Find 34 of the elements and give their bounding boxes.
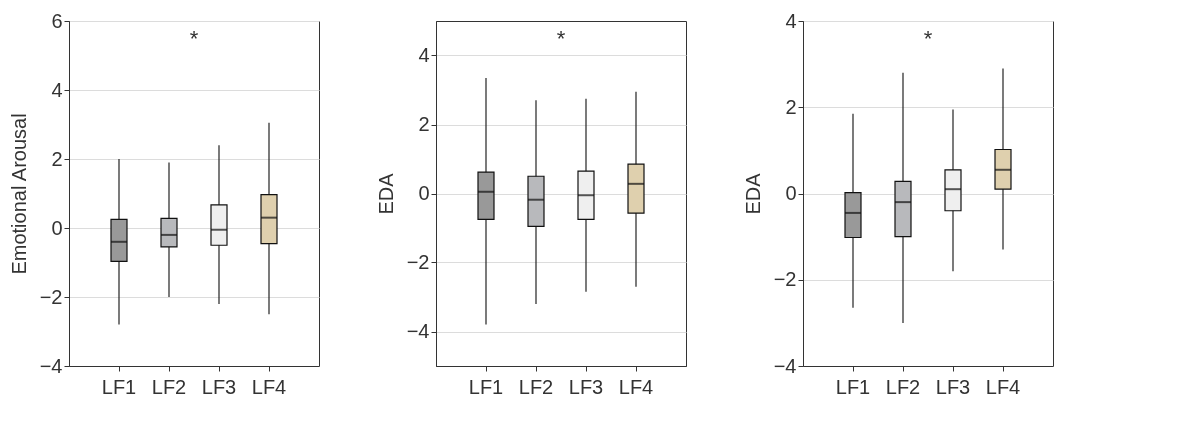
x-tick-label: LF1 bbox=[101, 375, 137, 398]
y-tick-label: −2 bbox=[773, 268, 797, 291]
y-axis-title: EDA bbox=[374, 172, 397, 215]
annotation: * bbox=[189, 26, 199, 51]
x-tick-label: LF1 bbox=[835, 375, 871, 398]
y-tick-label: −4 bbox=[773, 354, 797, 377]
annotation: * bbox=[556, 26, 566, 51]
x-tick-label: LF2 bbox=[518, 375, 554, 398]
y-tick-label: 6 bbox=[51, 9, 63, 32]
x-tick-label: LF3 bbox=[568, 375, 604, 398]
y-tick-label: 2 bbox=[785, 95, 797, 118]
y-axis-title: Emotional Arousal bbox=[7, 113, 30, 275]
x-tick-label: LF1 bbox=[468, 375, 504, 398]
y-tick-label: 0 bbox=[51, 216, 63, 239]
y-tick-label: 2 bbox=[418, 113, 430, 135]
y-tick-label: −2 bbox=[39, 285, 63, 308]
x-tick-label: LF2 bbox=[885, 375, 921, 398]
x-tick-label: LF4 bbox=[985, 375, 1021, 398]
y-tick-label: 2 bbox=[51, 147, 63, 170]
x-tick-label: LF3 bbox=[201, 375, 237, 398]
annotation: * bbox=[923, 26, 933, 51]
x-tick-label: LF4 bbox=[251, 375, 287, 398]
y-tick-label: −2 bbox=[406, 251, 430, 273]
x-tick-label: LF3 bbox=[935, 375, 971, 398]
y-tick-label: −4 bbox=[406, 320, 430, 342]
x-tick-label: LF2 bbox=[151, 375, 187, 398]
y-tick-label: 4 bbox=[785, 9, 797, 32]
y-tick-label: 4 bbox=[51, 78, 63, 101]
y-tick-label: 4 bbox=[418, 44, 430, 66]
y-tick-label: 0 bbox=[418, 182, 430, 204]
y-tick-label: 0 bbox=[785, 182, 797, 204]
y-tick-label: −4 bbox=[39, 354, 63, 377]
x-tick-label: LF4 bbox=[618, 375, 654, 398]
y-axis-title: EDA bbox=[741, 172, 764, 215]
